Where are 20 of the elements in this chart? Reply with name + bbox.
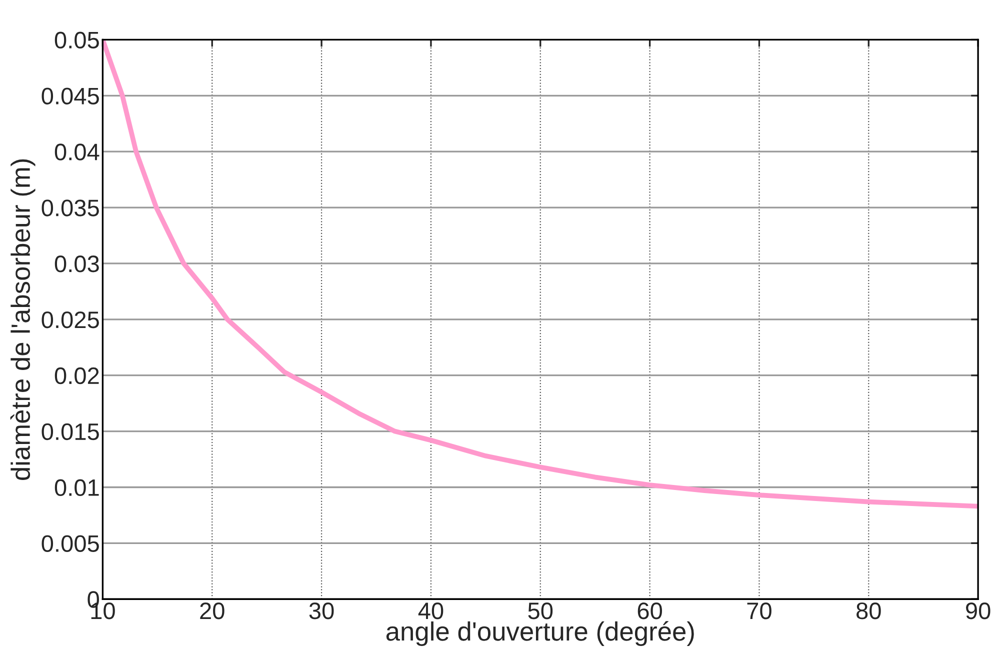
y-tick-label: 0.025 — [42, 311, 99, 328]
y-tick-label: 0.035 — [42, 200, 99, 216]
x-axis-title: angle d'ouverture (degrée) — [386, 621, 694, 646]
y-tick-label: 0.015 — [42, 423, 99, 440]
y-axis-title: diamètre de l'absorbeur (m) — [10, 159, 36, 480]
y-tick-label: 0.01 — [54, 479, 99, 496]
x-tick-label: 90 — [966, 602, 990, 620]
x-tick-label: 20 — [200, 602, 224, 620]
x-tick-label: 50 — [528, 602, 553, 620]
y-tick-label: 0.005 — [42, 535, 99, 552]
x-tick-label: 70 — [747, 602, 772, 620]
y-tick-label: 0.02 — [54, 367, 99, 384]
y-tick-label: 0.04 — [54, 144, 100, 160]
x-tick-label: 60 — [638, 602, 662, 620]
x-tick-label: 40 — [418, 602, 444, 620]
x-tick-label: 80 — [856, 602, 881, 620]
x-tick-label: 30 — [309, 602, 334, 620]
y-tick-label: 0.045 — [42, 88, 99, 104]
y-tick-label: 0.05 — [54, 32, 99, 49]
y-tick-label: 0.03 — [54, 256, 99, 272]
